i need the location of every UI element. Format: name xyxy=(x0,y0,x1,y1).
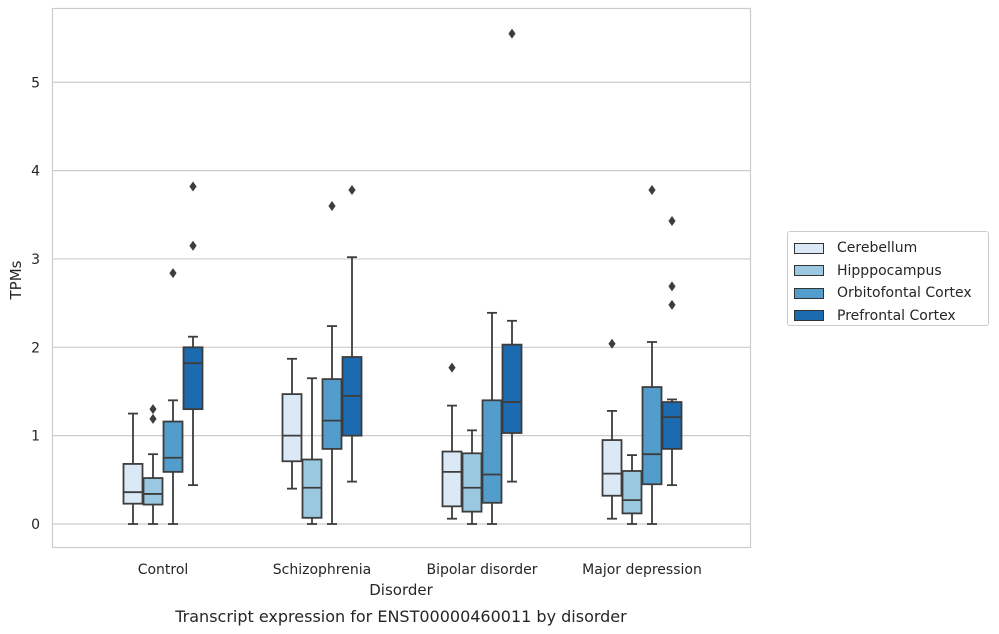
legend-item-hippocampus: Hipppocampus xyxy=(794,260,988,283)
box-iqr xyxy=(601,439,623,497)
outlier-point xyxy=(668,281,676,292)
box-0-0 xyxy=(122,412,144,525)
outlier-point xyxy=(348,185,356,196)
legend-item-prefrontal-cortex: Prefrontal Cortex xyxy=(794,305,988,328)
box-2-0 xyxy=(162,268,184,525)
box-3-3 xyxy=(661,215,683,487)
box-3-2 xyxy=(501,28,523,483)
series-cerebellum xyxy=(122,338,623,525)
legend-swatch-hippocampus xyxy=(794,265,824,277)
box-3-0 xyxy=(182,181,204,487)
outlier-point xyxy=(648,185,656,196)
legend-label-cerebellum: Cerebellum xyxy=(837,240,918,257)
legend-item-orbitofrontal-cortex: Orbitofontal Cortex xyxy=(794,282,988,305)
y-tick-label-1: 1 xyxy=(31,429,40,445)
box-iqr xyxy=(321,378,343,450)
outlier-point xyxy=(149,404,157,415)
box-iqr xyxy=(481,399,503,504)
y-axis-label: TPMs xyxy=(7,260,25,300)
box-0-3 xyxy=(601,338,623,520)
y-tick-label-3: 3 xyxy=(31,252,40,268)
box-iqr xyxy=(641,386,663,486)
outlier-point xyxy=(169,268,177,279)
outlier-point xyxy=(668,215,676,226)
outlier-point xyxy=(189,240,197,251)
y-tick-label-5: 5 xyxy=(31,75,40,91)
box-2-1 xyxy=(321,200,343,525)
outlier-point xyxy=(149,413,157,424)
box-0-1 xyxy=(281,357,303,490)
x-axis-label: Disorder xyxy=(369,581,433,599)
box-iqr xyxy=(461,452,483,513)
outlier-point xyxy=(328,200,336,211)
legend-swatch-cerebellum xyxy=(794,242,824,254)
outlier-point xyxy=(508,28,516,39)
box-iqr xyxy=(142,477,164,506)
box-1-3 xyxy=(621,454,643,525)
series-hipppocampus xyxy=(142,377,643,525)
box-iqr xyxy=(281,393,303,463)
box-2-2 xyxy=(481,311,503,525)
series-orbitofontal-cortex xyxy=(162,185,663,525)
legend-swatch-prefrontal-cortex xyxy=(794,310,824,322)
y-tick-label-0: 0 xyxy=(31,517,40,533)
box-series xyxy=(122,28,683,525)
box-iqr xyxy=(182,346,204,411)
outlier-point xyxy=(448,362,456,373)
box-iqr xyxy=(441,450,463,508)
box-2-3 xyxy=(641,185,663,525)
legend-label-hippocampus: Hipppocampus xyxy=(837,262,942,279)
legend: Cerebellum Hipppocampus Orbitofontal Cor… xyxy=(787,231,989,326)
box-iqr xyxy=(122,463,144,505)
x-tick-labels: Control Schizophrenia Bipolar disorder Majo… xyxy=(138,562,702,578)
outlier-point xyxy=(608,338,616,349)
box-iqr xyxy=(621,470,643,515)
plot-frame xyxy=(51,7,752,549)
outlier-point xyxy=(668,299,676,310)
x-tick-label-major-depression: Major depression xyxy=(582,562,702,578)
box-iqr xyxy=(162,420,184,473)
box-1-2 xyxy=(461,429,483,525)
y-tick-label-4: 4 xyxy=(31,164,40,180)
legend-item-cerebellum: Cerebellum xyxy=(794,237,988,260)
box-iqr xyxy=(661,401,683,450)
box-iqr xyxy=(501,343,523,434)
box-1-1 xyxy=(301,377,323,525)
x-tick-label-bipolar-disorder: Bipolar disorder xyxy=(426,562,537,578)
legend-label-prefrontal-cortex: Prefrontal Cortex xyxy=(837,307,956,324)
box-3-1 xyxy=(341,185,363,483)
outlier-point xyxy=(189,181,197,192)
box-0-2 xyxy=(441,362,463,520)
x-tick-label-schizophrenia: Schizophrenia xyxy=(273,562,371,578)
legend-swatch-orbitofrontal-cortex xyxy=(794,287,824,299)
legend-label-orbitofrontal-cortex: Orbitofontal Cortex xyxy=(837,285,972,302)
y-tick-label-2: 2 xyxy=(31,340,40,356)
y-tick-labels: 0 1 2 3 4 5 xyxy=(31,75,40,533)
series-prefrontal-cortex xyxy=(182,28,683,487)
chart-title: Transcript expression for ENST0000046001… xyxy=(174,607,627,626)
box-1-0 xyxy=(142,404,164,525)
x-tick-label-control: Control xyxy=(138,562,189,578)
